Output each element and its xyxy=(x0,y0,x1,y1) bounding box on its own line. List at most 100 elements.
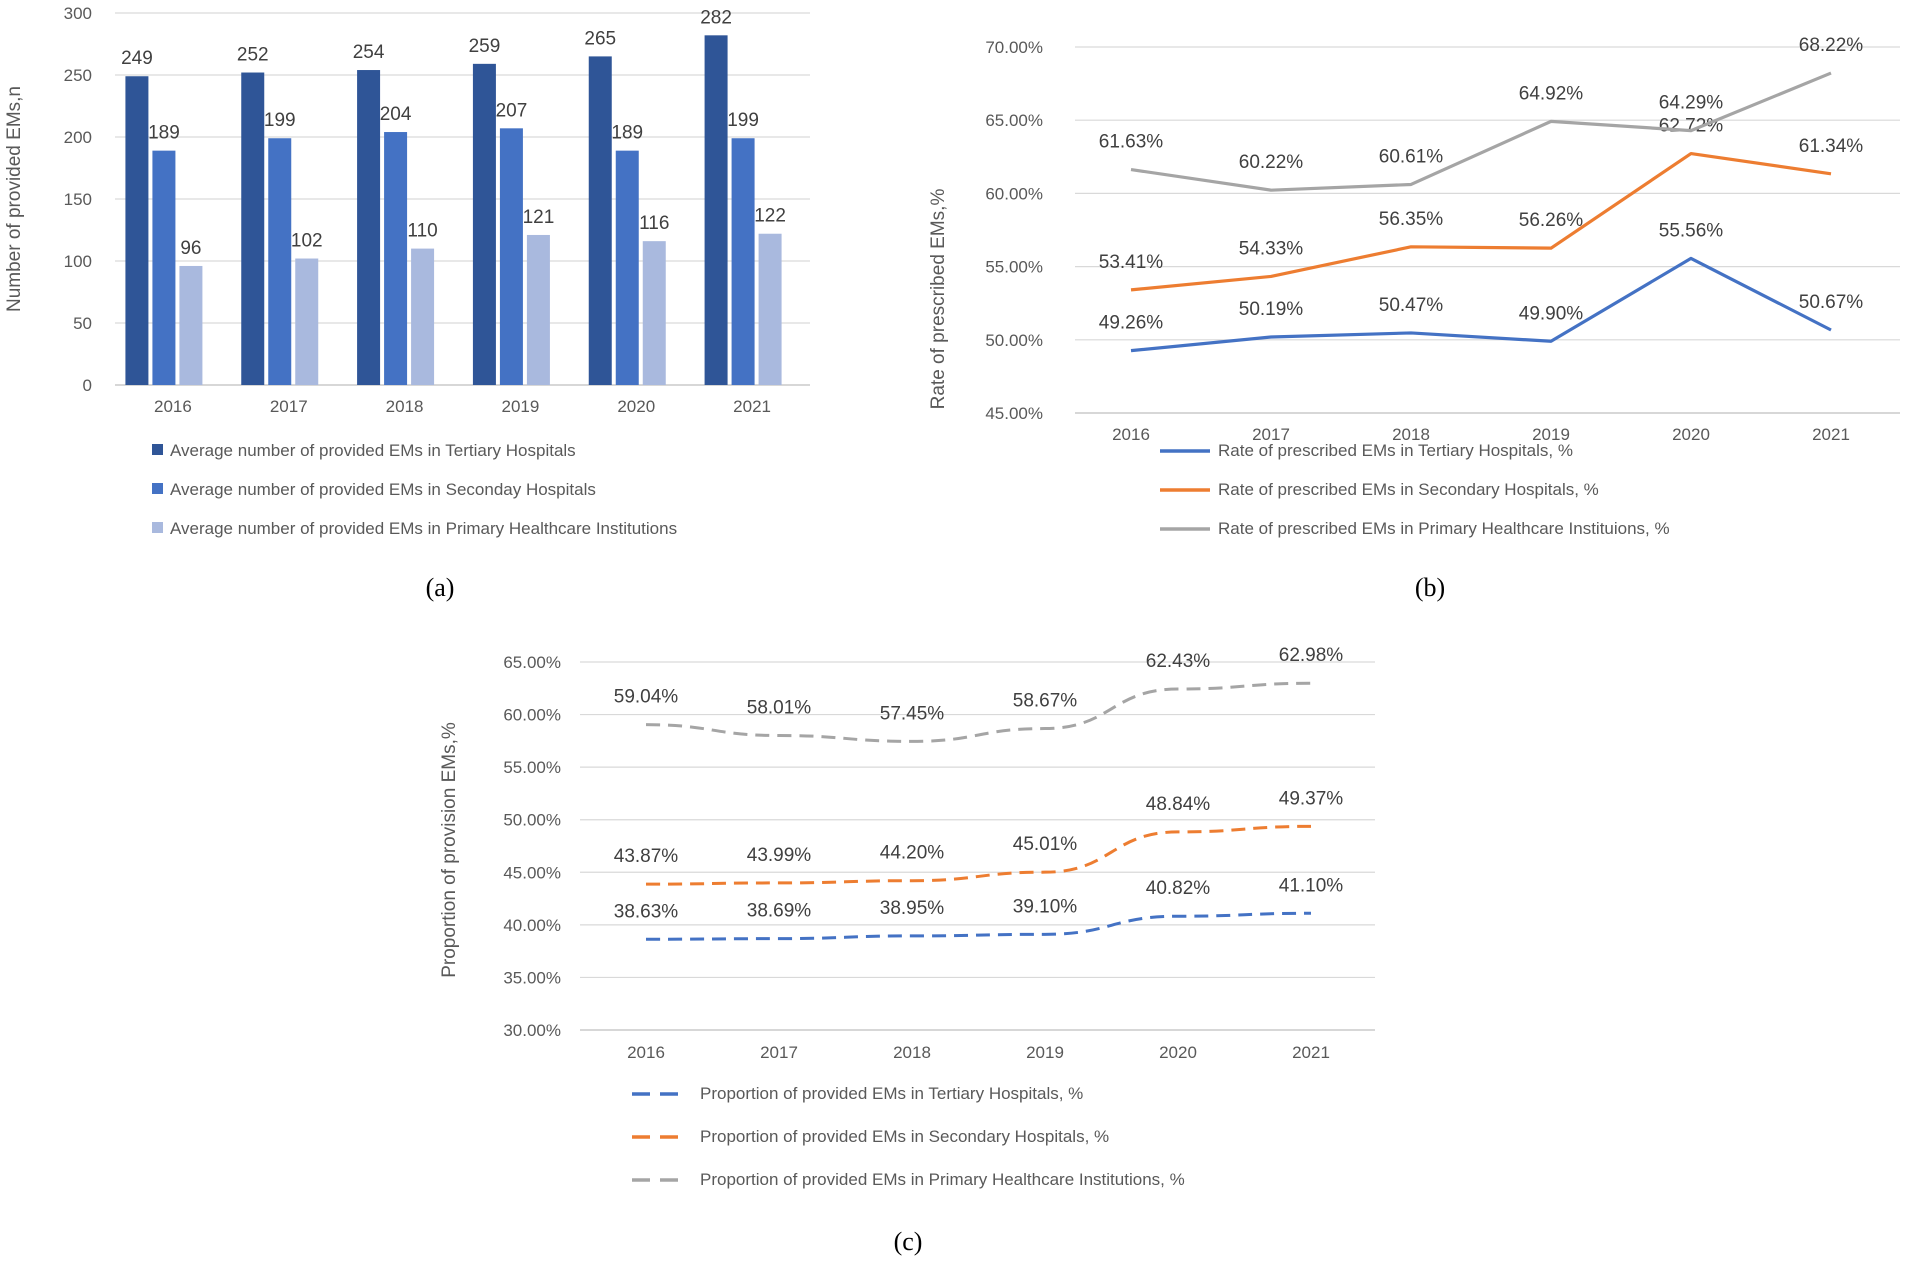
bar xyxy=(357,70,381,385)
data-label: 50.47% xyxy=(1379,295,1444,316)
legend-swatch xyxy=(152,522,163,533)
legend-label: Average number of provided EMs in Second… xyxy=(170,480,596,499)
bar xyxy=(241,72,265,386)
data-label: 116 xyxy=(639,213,669,234)
data-label: 44.20% xyxy=(880,843,945,864)
data-label: 265 xyxy=(584,28,616,49)
series-line xyxy=(645,681,1312,743)
y-tick-label: 35.00% xyxy=(503,968,561,987)
bar xyxy=(526,234,550,385)
y-tick-label: 55.00% xyxy=(503,758,561,777)
data-label: 64.29% xyxy=(1659,93,1724,114)
bar xyxy=(125,76,149,386)
y-tick-label: 250 xyxy=(64,66,92,85)
x-tick-label: 2020 xyxy=(1159,1043,1197,1062)
y-tick-label: 40.00% xyxy=(503,916,561,935)
y-tick-label: 50.00% xyxy=(503,811,561,830)
chart-panel-c: 30.00% 35.00% 40.00% 45.00% 50.00% 55.00% 60.0… xyxy=(439,645,1375,1256)
bar xyxy=(268,138,292,385)
x-tick-label: 2019 xyxy=(1532,425,1570,444)
data-label: 49.90% xyxy=(1519,303,1584,324)
data-label: 62.98% xyxy=(1279,645,1344,666)
data-label: 50.19% xyxy=(1239,299,1304,320)
data-label: 43.99% xyxy=(747,845,812,866)
y-tick-label: 150 xyxy=(64,190,92,209)
bar xyxy=(179,265,203,385)
data-label: 57.45% xyxy=(880,703,945,724)
bar xyxy=(411,248,435,385)
bar xyxy=(499,128,523,385)
data-label: 59.04% xyxy=(614,687,679,708)
y-tick-label: 65.00% xyxy=(985,111,1043,130)
x-tick-label: 2019 xyxy=(502,397,540,416)
y-tick-label: 50.00% xyxy=(985,331,1043,350)
x-tick-label: 2021 xyxy=(733,397,771,416)
data-label: 96 xyxy=(180,238,201,259)
series-line xyxy=(645,911,1312,941)
bar xyxy=(588,56,612,386)
data-label: 48.84% xyxy=(1146,794,1211,815)
legend-label: Proportion of provided EMs in Tertiary H… xyxy=(700,1084,1083,1103)
data-label: 199 xyxy=(727,110,759,131)
bar xyxy=(384,132,408,385)
data-label: 56.35% xyxy=(1379,209,1444,230)
y-tick-label: 30.00% xyxy=(503,1021,561,1040)
legend-label: Rate of prescribed EMs in Secondary Hosp… xyxy=(1218,480,1599,499)
x-tick-label: 2017 xyxy=(270,397,308,416)
data-label: 60.22% xyxy=(1239,152,1304,173)
data-label: 64.92% xyxy=(1519,83,1584,104)
x-tick-label: 2020 xyxy=(617,397,655,416)
y-tick-label: 0 xyxy=(83,376,92,395)
x-tick-label: 2021 xyxy=(1292,1043,1330,1062)
data-label: 110 xyxy=(407,221,437,242)
data-label: 43.87% xyxy=(614,846,679,867)
bar xyxy=(642,241,666,385)
data-label: 282 xyxy=(700,7,732,28)
data-label: 58.01% xyxy=(747,697,812,718)
x-tick-label: 2018 xyxy=(1392,425,1430,444)
data-label: 61.63% xyxy=(1099,132,1164,153)
data-label: 62.72% xyxy=(1659,116,1724,137)
data-label: 102 xyxy=(291,231,323,252)
legend-swatch xyxy=(152,444,163,455)
data-label: 41.10% xyxy=(1279,875,1344,896)
chart-panel-a: 0 50 100 150 200 250 300 Number of provided EMs… xyxy=(4,4,810,602)
y-tick-label: 60.00% xyxy=(503,706,561,725)
bar xyxy=(731,138,755,385)
data-label: 189 xyxy=(148,123,180,144)
y-axis-title: Rate of prescribed EMs,% xyxy=(928,189,949,410)
y-axis-title: Proportion of provision EMs,% xyxy=(439,722,460,978)
bar xyxy=(758,233,782,385)
y-tick-label: 100 xyxy=(64,252,92,271)
series-line xyxy=(645,824,1312,886)
data-label: 122 xyxy=(754,206,786,227)
y-tick-label: 45.00% xyxy=(503,863,561,882)
data-label: 121 xyxy=(523,207,555,228)
data-label: 56.26% xyxy=(1519,210,1584,231)
data-label: 45.01% xyxy=(1013,834,1078,855)
panel-caption: (b) xyxy=(1415,573,1445,602)
y-tick-label: 300 xyxy=(64,4,92,23)
series-line xyxy=(1130,151,1832,292)
bar xyxy=(704,35,728,385)
bar xyxy=(615,150,639,385)
panel-caption: (a) xyxy=(426,573,455,602)
bar xyxy=(472,63,496,386)
legend-label: Average number of provided EMs in Tertia… xyxy=(170,441,576,460)
data-label: 207 xyxy=(496,100,528,121)
chart-panel-b: 45.00% 50.00% 55.00% 60.00% 65.00% 70.00% Rate… xyxy=(928,35,1900,602)
data-label: 38.63% xyxy=(614,901,679,922)
data-label: 60.61% xyxy=(1379,146,1444,167)
y-tick-label: 65.00% xyxy=(503,653,561,672)
data-label: 54.33% xyxy=(1239,238,1304,259)
y-tick-label: 50 xyxy=(73,314,92,333)
x-tick-label: 2016 xyxy=(154,397,192,416)
legend-swatch xyxy=(152,483,163,494)
bar xyxy=(295,258,319,385)
data-label: 53.41% xyxy=(1099,252,1164,273)
y-tick-label: 55.00% xyxy=(985,258,1043,277)
y-tick-label: 200 xyxy=(64,128,92,147)
legend-label: Average number of provided EMs in Primar… xyxy=(170,519,677,538)
x-tick-label: 2017 xyxy=(1252,425,1290,444)
